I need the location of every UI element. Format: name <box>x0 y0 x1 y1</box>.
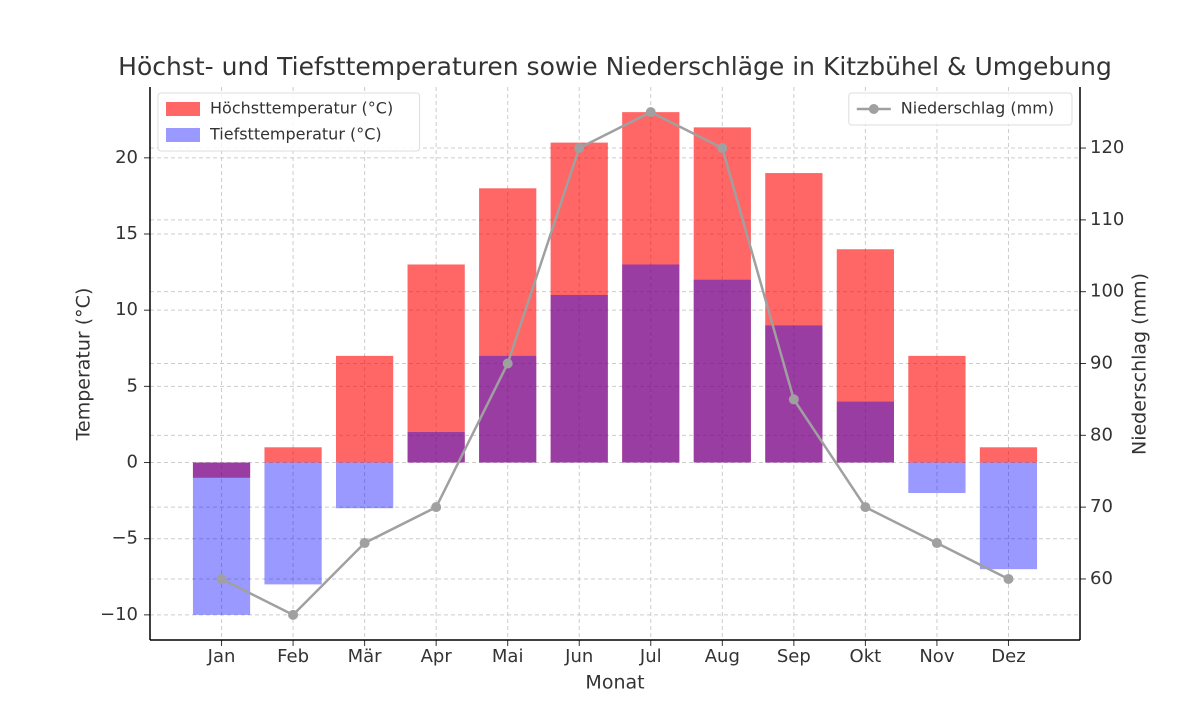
bar <box>192 462 251 615</box>
bar <box>264 462 322 585</box>
y-tick-label: 15 <box>115 223 138 244</box>
legend-swatch <box>166 128 200 142</box>
y2-tick-label: 90 <box>1090 353 1113 374</box>
bar <box>979 447 1038 463</box>
bar <box>336 462 394 509</box>
bar <box>407 264 465 463</box>
point <box>860 502 871 513</box>
y2-tick-label: 110 <box>1090 209 1124 230</box>
legend-marker <box>868 104 879 114</box>
point <box>431 502 442 513</box>
chart-title: Höchst- und Tiefsttemperaturen sowie Nie… <box>118 52 1112 81</box>
point <box>717 143 728 154</box>
y-tick-label: 0 <box>127 452 138 473</box>
y2-tick-label: 70 <box>1090 496 1113 517</box>
bar <box>622 112 680 463</box>
bar <box>622 264 680 463</box>
x-tick-label: Jul <box>639 646 662 667</box>
bar <box>693 279 751 463</box>
bar <box>765 325 823 463</box>
y-tick-label: 20 <box>115 147 138 168</box>
legend-label: Tiefsttemperatur (°C) <box>209 125 382 144</box>
point <box>931 538 942 549</box>
bar <box>407 432 465 463</box>
point <box>288 609 299 620</box>
x-tick-label: Aug <box>705 646 740 667</box>
point <box>502 358 513 369</box>
bar <box>908 462 966 493</box>
legend-label: Höchsttemperatur (°C) <box>210 99 393 118</box>
y2-tick-label: 100 <box>1090 281 1124 302</box>
line <box>220 110 1010 617</box>
y-tick-label: 10 <box>115 299 138 320</box>
bar <box>693 127 751 463</box>
bar <box>836 401 894 463</box>
point <box>216 573 227 584</box>
legend-box <box>157 92 421 152</box>
x-tick-label: Dez <box>991 646 1025 667</box>
point <box>788 394 799 405</box>
legend-box <box>848 92 1073 126</box>
x-tick-label: Sep <box>777 646 811 667</box>
bar <box>765 173 823 463</box>
bar <box>550 294 608 463</box>
bar <box>979 462 1038 570</box>
y2-tick-label: 60 <box>1090 568 1113 589</box>
point <box>574 143 585 154</box>
x-tick-label: Jan <box>207 646 236 667</box>
bar <box>908 355 966 463</box>
y2-axis-label: Niederschlag (mm) <box>1129 273 1151 455</box>
bar <box>836 249 894 463</box>
bar <box>336 355 394 463</box>
point <box>645 107 656 118</box>
legend-swatch <box>166 102 200 116</box>
bar <box>550 142 608 463</box>
point <box>1003 573 1014 584</box>
x-tick-label: Mär <box>348 646 383 667</box>
y-tick-label: 5 <box>127 375 138 396</box>
point <box>359 538 370 549</box>
x-tick-label: Mai <box>492 646 524 667</box>
x-tick-label: Jun <box>564 646 593 667</box>
x-tick-label: Okt <box>850 646 882 667</box>
y2-tick-label: 120 <box>1090 137 1124 158</box>
x-tick-label: Feb <box>277 646 309 667</box>
bar <box>479 188 537 463</box>
legend-label: Niederschlag (mm) <box>901 99 1054 118</box>
x-tick-label: Apr <box>421 646 453 667</box>
y-tick-label: −10 <box>100 604 138 625</box>
x-axis-label: Monat <box>585 672 644 694</box>
y2-tick-label: 80 <box>1090 424 1113 445</box>
bar <box>192 462 251 478</box>
bar <box>264 447 322 463</box>
x-tick-label: Nov <box>919 646 954 667</box>
y-tick-label: −5 <box>111 528 138 549</box>
y-axis-label: Temperatur (°C) <box>73 288 95 442</box>
bar <box>479 355 537 463</box>
